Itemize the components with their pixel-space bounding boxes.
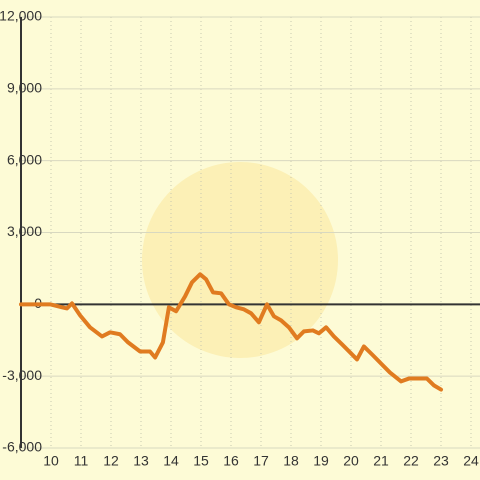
x-tick-label: 20 [343, 453, 359, 469]
data-line [19, 272, 443, 392]
x-tick-label: 15 [193, 453, 209, 469]
x-tick-label: 16 [223, 453, 239, 469]
y-tick-label: -6,000 [2, 439, 42, 455]
x-tick-label: 14 [163, 453, 179, 469]
x-tick-label: 13 [133, 453, 149, 469]
x-tick-label: 10 [43, 453, 59, 469]
x-tick-label: 21 [373, 453, 389, 469]
x-tick-label: 19 [313, 453, 329, 469]
y-tick-label: 3,000 [7, 223, 42, 239]
watermark [142, 162, 338, 358]
y-tick-label: 6,000 [7, 151, 42, 167]
y-tick-label: 12,000 [0, 8, 42, 24]
y-tick-label: 9,000 [7, 80, 42, 96]
x-tick-label: 11 [74, 453, 89, 469]
x-tick-label: 12 [103, 453, 119, 469]
x-tick-label: 18 [283, 453, 299, 469]
x-tick-label: 23 [433, 453, 449, 469]
x-tick-label: 24 [463, 453, 479, 469]
x-tick-label: 17 [253, 453, 269, 469]
y-tick-label: -3,000 [2, 367, 42, 383]
x-tick-label: 22 [403, 453, 419, 469]
